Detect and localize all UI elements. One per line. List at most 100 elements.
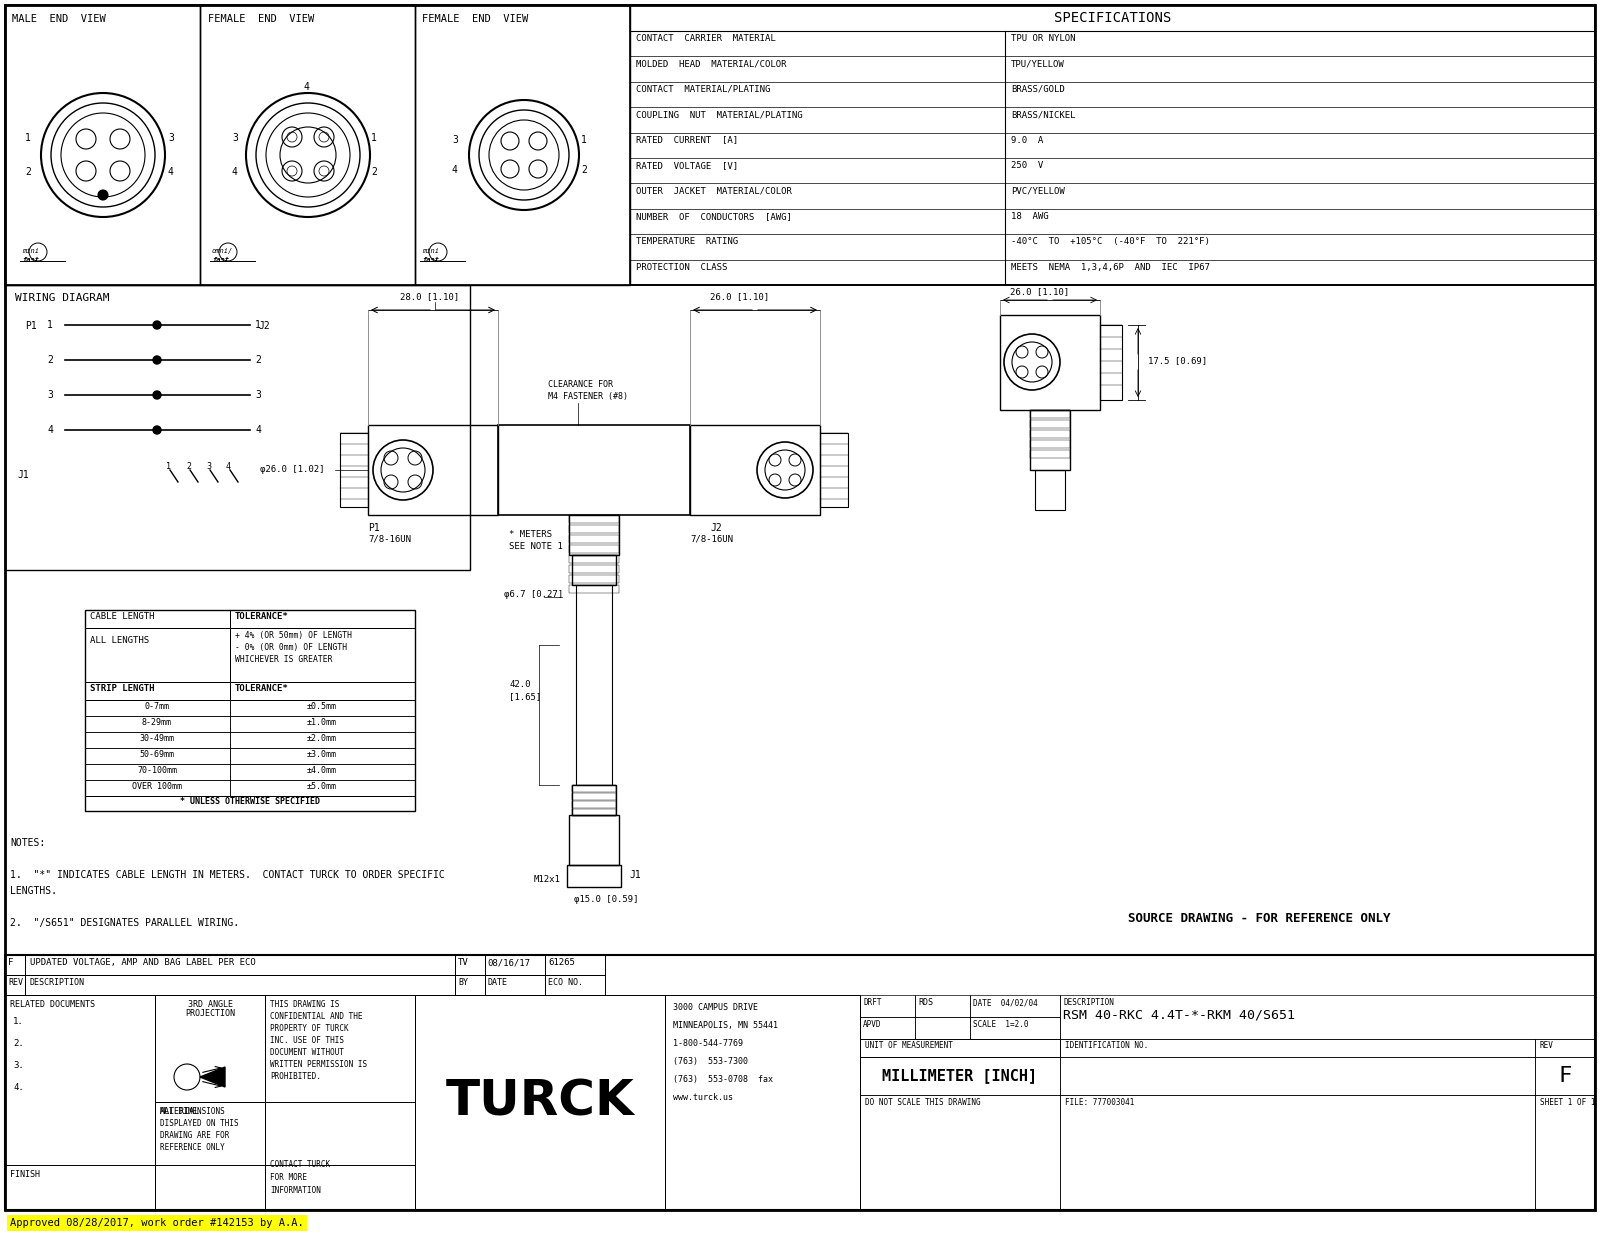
Bar xyxy=(1059,1039,1534,1056)
Text: RSM 40-RKC 4.4T-*-RKM 40/S651: RSM 40-RKC 4.4T-*-RKM 40/S651 xyxy=(1062,1009,1294,1022)
Text: fast.: fast. xyxy=(211,257,234,263)
Bar xyxy=(1030,409,1070,418)
Bar xyxy=(414,5,630,285)
Text: PROTECTION  CLASS: PROTECTION CLASS xyxy=(637,262,728,272)
Bar xyxy=(155,1102,266,1210)
Text: ±0.5mm: ±0.5mm xyxy=(307,703,338,711)
Bar xyxy=(85,781,230,795)
Text: MALE  END  VIEW: MALE END VIEW xyxy=(13,14,106,24)
Text: 26.0 [1.10]: 26.0 [1.10] xyxy=(710,292,770,301)
Text: DRAWING ARE FOR: DRAWING ARE FOR xyxy=(160,1131,229,1141)
Text: 2.: 2. xyxy=(13,1039,24,1048)
Bar xyxy=(970,995,1059,1017)
Bar xyxy=(85,700,230,716)
Text: UNIT OF MEASUREMENT: UNIT OF MEASUREMENT xyxy=(866,1042,954,1050)
Text: J2: J2 xyxy=(710,523,722,533)
Text: Approved 08/28/2017, work order #142153 by A.A.: Approved 08/28/2017, work order #142153 … xyxy=(10,1218,304,1228)
Text: DATE  04/02/04: DATE 04/02/04 xyxy=(973,998,1038,1007)
Text: 1.: 1. xyxy=(13,1017,24,1025)
Text: IDENTIFICATION NO.: IDENTIFICATION NO. xyxy=(1066,1042,1149,1050)
Text: 3000 CAMPUS DRIVE: 3000 CAMPUS DRIVE xyxy=(674,1003,758,1012)
Bar xyxy=(5,995,155,1210)
Text: ECO NO.: ECO NO. xyxy=(547,978,582,987)
Bar xyxy=(573,793,616,800)
Text: PVC/YELLOW: PVC/YELLOW xyxy=(1011,187,1064,195)
Text: TV: TV xyxy=(458,957,469,967)
Text: 08/16/17: 08/16/17 xyxy=(486,957,530,967)
Text: WRITTEN PERMISSION IS: WRITTEN PERMISSION IS xyxy=(270,1060,366,1069)
Text: DESCRIPTION: DESCRIPTION xyxy=(1062,998,1114,1007)
Text: MATERIAL: MATERIAL xyxy=(160,1107,200,1116)
Text: TEMPERATURE  RATING: TEMPERATURE RATING xyxy=(637,238,738,246)
Text: PROPERTY OF TURCK: PROPERTY OF TURCK xyxy=(270,1024,349,1033)
Bar xyxy=(861,1039,1059,1056)
Text: -40°C  TO  +105°C  (-40°F  TO  221°F): -40°C TO +105°C (-40°F TO 221°F) xyxy=(1011,238,1210,246)
Text: ±1.0mm: ±1.0mm xyxy=(307,717,338,727)
Text: P1: P1 xyxy=(368,523,379,533)
Text: NOTES:: NOTES: xyxy=(10,837,45,849)
Bar xyxy=(26,955,454,975)
Bar xyxy=(230,628,414,682)
Bar xyxy=(570,546,619,553)
Text: fast.: fast. xyxy=(22,257,43,263)
Bar xyxy=(5,955,1595,1210)
Text: MEETS  NEMA  1,3,4,6P  AND  IEC  IP67: MEETS NEMA 1,3,4,6P AND IEC IP67 xyxy=(1011,262,1210,272)
Text: 2: 2 xyxy=(371,167,378,177)
Text: FEMALE  END  VIEW: FEMALE END VIEW xyxy=(422,14,528,24)
Text: 17.5 [0.69]: 17.5 [0.69] xyxy=(1149,356,1206,365)
Text: 4: 4 xyxy=(46,426,53,435)
Text: 1: 1 xyxy=(581,135,587,145)
Bar xyxy=(1059,995,1595,1039)
Text: 4: 4 xyxy=(232,167,238,177)
Text: ±2.0mm: ±2.0mm xyxy=(307,734,338,743)
Bar xyxy=(85,628,230,682)
Bar xyxy=(454,955,485,975)
Text: MOLDED  HEAD  MATERIAL/COLOR: MOLDED HEAD MATERIAL/COLOR xyxy=(637,59,787,68)
Bar xyxy=(230,700,414,716)
Bar xyxy=(5,955,26,975)
Text: 3: 3 xyxy=(46,390,53,400)
Text: 250  V: 250 V xyxy=(1011,161,1043,169)
Bar xyxy=(573,809,616,816)
Text: RATED  CURRENT  [A]: RATED CURRENT [A] xyxy=(637,136,738,145)
Text: 4: 4 xyxy=(226,461,230,471)
Text: INC. USE OF THIS: INC. USE OF THIS xyxy=(270,1037,344,1045)
Text: 1: 1 xyxy=(46,320,53,330)
Bar xyxy=(1059,1095,1534,1210)
Text: J2: J2 xyxy=(258,320,270,332)
Text: www.turck.us: www.turck.us xyxy=(674,1094,733,1102)
Text: 4: 4 xyxy=(254,426,261,435)
Text: 2: 2 xyxy=(581,165,587,174)
Text: SEE NOTE 1: SEE NOTE 1 xyxy=(509,542,563,550)
Text: 7/8-16UN: 7/8-16UN xyxy=(368,534,411,544)
Bar xyxy=(819,433,848,507)
Text: CONTACT  MATERIAL/PLATING: CONTACT MATERIAL/PLATING xyxy=(637,85,770,94)
Circle shape xyxy=(98,190,109,200)
Bar xyxy=(485,955,546,975)
Bar xyxy=(26,975,454,995)
Text: φ15.0 [0.59]: φ15.0 [0.59] xyxy=(574,896,638,904)
Text: ±3.0mm: ±3.0mm xyxy=(307,750,338,760)
Bar xyxy=(230,716,414,732)
Text: 2.  "/S651" DESIGNATES PARALLEL WIRING.: 2. "/S651" DESIGNATES PARALLEL WIRING. xyxy=(10,918,238,928)
Bar xyxy=(861,1017,915,1039)
Text: FEMALE  END  VIEW: FEMALE END VIEW xyxy=(208,14,314,24)
Text: TOLERANCE*: TOLERANCE* xyxy=(235,684,288,693)
Text: CABLE LENGTH: CABLE LENGTH xyxy=(90,612,155,621)
Text: 50-69mm: 50-69mm xyxy=(139,750,174,760)
Bar xyxy=(1030,421,1070,428)
Text: BY: BY xyxy=(458,978,467,987)
Bar xyxy=(573,785,616,792)
Text: TPU OR NYLON: TPU OR NYLON xyxy=(1011,33,1075,43)
Bar xyxy=(861,1039,1059,1056)
Text: 3: 3 xyxy=(168,134,174,143)
Bar xyxy=(85,795,414,811)
Bar xyxy=(155,1102,414,1165)
Text: φ6.7 [0.27]: φ6.7 [0.27] xyxy=(504,590,563,599)
Circle shape xyxy=(154,356,162,364)
Text: SPECIFICATIONS: SPECIFICATIONS xyxy=(1054,11,1171,25)
Text: COUPLING  NUT  MATERIAL/PLATING: COUPLING NUT MATERIAL/PLATING xyxy=(637,110,803,119)
Text: φ26.0 [1.02]: φ26.0 [1.02] xyxy=(259,465,325,474)
Bar xyxy=(573,555,616,585)
Text: 8-29mm: 8-29mm xyxy=(142,717,173,727)
